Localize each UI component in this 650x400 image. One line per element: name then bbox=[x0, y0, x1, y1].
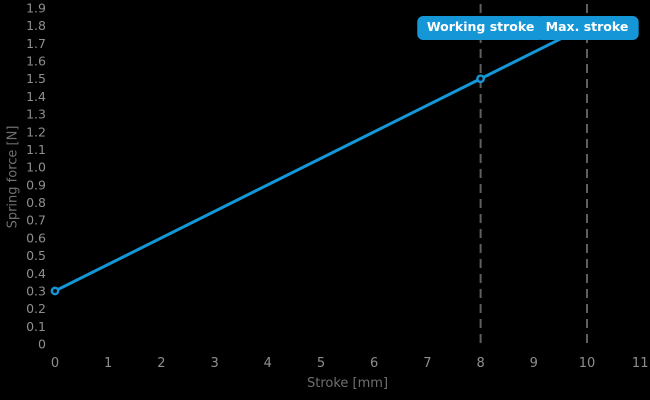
y-tick-label: 0.4 bbox=[26, 266, 46, 281]
y-tick-label: 0.8 bbox=[26, 195, 46, 210]
x-tick-label: 3 bbox=[210, 356, 218, 371]
y-tick-label: 0.1 bbox=[26, 319, 46, 334]
x-tick-label: 11 bbox=[632, 356, 649, 371]
working-stroke-badge: Working stroke bbox=[416, 16, 545, 40]
y-tick-label: 1.7 bbox=[26, 36, 46, 51]
y-tick-label: 0.2 bbox=[26, 301, 46, 316]
y-tick-label: 0.5 bbox=[26, 248, 46, 263]
x-tick-label: 4 bbox=[264, 356, 272, 371]
y-tick-label: 1.3 bbox=[26, 107, 46, 122]
y-tick-label: 0.9 bbox=[26, 177, 46, 192]
y-tick-label: 0.3 bbox=[26, 283, 46, 298]
x-axis-label: Stroke [mm] bbox=[306, 376, 389, 391]
x-tick-label: 5 bbox=[317, 356, 325, 371]
x-tick-label: 1 bbox=[104, 356, 112, 371]
data-point-marker bbox=[50, 286, 60, 296]
y-tick-label: 0 bbox=[38, 337, 46, 352]
y-tick-label: 1.1 bbox=[26, 142, 46, 157]
x-tick-label: 6 bbox=[370, 356, 378, 371]
data-point-marker bbox=[476, 74, 485, 84]
y-tick-label: 1.9 bbox=[26, 1, 46, 16]
y-tick-label: 1.6 bbox=[26, 54, 46, 69]
y-tick-label: 0.7 bbox=[26, 213, 46, 228]
y-axis-label: Spring force [N] bbox=[5, 125, 21, 229]
x-tick-label: 9 bbox=[530, 356, 538, 371]
x-tick-label: 10 bbox=[579, 356, 596, 371]
x-tick-label: 8 bbox=[476, 356, 484, 371]
max-stroke-badge: Max. stroke bbox=[535, 16, 639, 40]
series-line bbox=[53, 24, 589, 293]
x-tick-label: 7 bbox=[423, 356, 431, 371]
y-tick-label: 1.8 bbox=[26, 18, 46, 33]
y-tick-label: 1.2 bbox=[26, 124, 46, 139]
y-tick-label: 1.5 bbox=[26, 71, 46, 86]
y-tick-label: 0.6 bbox=[26, 230, 46, 245]
x-tick-label: 2 bbox=[157, 356, 165, 371]
x-tick-label: 0 bbox=[51, 356, 59, 371]
y-tick-label: 1.0 bbox=[26, 160, 46, 175]
y-tick-label: 1.4 bbox=[26, 89, 46, 104]
